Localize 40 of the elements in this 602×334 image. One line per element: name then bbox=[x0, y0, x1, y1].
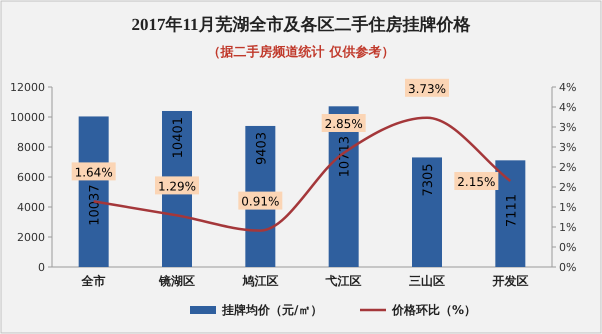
data-label: 7305 bbox=[421, 163, 436, 197]
y-tick-label: 12000 bbox=[10, 81, 45, 94]
y2-tick-label: 1% bbox=[559, 201, 576, 214]
x-tick-label: 鸠江区 bbox=[241, 274, 278, 288]
y2-tick-label: 2% bbox=[559, 161, 576, 174]
y2-tick-label: 1% bbox=[559, 221, 576, 234]
y2-tick-label: 0% bbox=[559, 261, 576, 274]
y2-tick-label: 2% bbox=[559, 181, 576, 194]
x-tick-label: 三山区 bbox=[409, 274, 445, 288]
y2-tick-label: 3% bbox=[559, 121, 576, 134]
data-label: 2.15% bbox=[457, 175, 496, 189]
data-label: 9403 bbox=[254, 132, 270, 166]
bar bbox=[412, 157, 442, 267]
y2-tick-label: 4% bbox=[559, 101, 576, 114]
data-label: 1.64% bbox=[74, 165, 113, 180]
x-tick-label: 镜湖区 bbox=[158, 274, 195, 288]
y2-tick-label: 0% bbox=[559, 241, 576, 254]
y2-tick-label: 4% bbox=[559, 81, 576, 94]
x-tick-label: 全市 bbox=[80, 274, 106, 288]
y-tick-label: 0 bbox=[38, 261, 45, 274]
data-label: 1.29% bbox=[158, 179, 196, 194]
y-tick-label: 6000 bbox=[17, 171, 45, 184]
data-label: 7111 bbox=[504, 194, 520, 228]
x-tick-label: 弋江区 bbox=[324, 274, 362, 288]
data-label: 0.91% bbox=[241, 194, 280, 209]
chart-title: 2017年11月芜湖全市及各区二手住房挂牌价格 bbox=[131, 15, 472, 34]
x-tick-label: 开发区 bbox=[491, 274, 528, 288]
y-tick-label: 10000 bbox=[10, 111, 45, 124]
data-label: 3.73% bbox=[408, 82, 446, 96]
y2-tick-label: 3% bbox=[559, 141, 576, 154]
y-tick-label: 8000 bbox=[17, 141, 45, 154]
y-tick-label: 2000 bbox=[17, 231, 45, 244]
y-tick-label: 4000 bbox=[17, 201, 45, 214]
data-label: 2.85% bbox=[324, 117, 363, 131]
data-label: 10401 bbox=[171, 116, 186, 158]
bar bbox=[495, 160, 526, 267]
legend-label: 价格环比（%） bbox=[391, 303, 476, 317]
data-label: 10037 bbox=[88, 184, 103, 226]
legend-label: 挂牌均价（元/㎡） bbox=[221, 303, 322, 317]
chart-subtitle: （据二手房频道统计 仅供参考） bbox=[208, 44, 394, 60]
